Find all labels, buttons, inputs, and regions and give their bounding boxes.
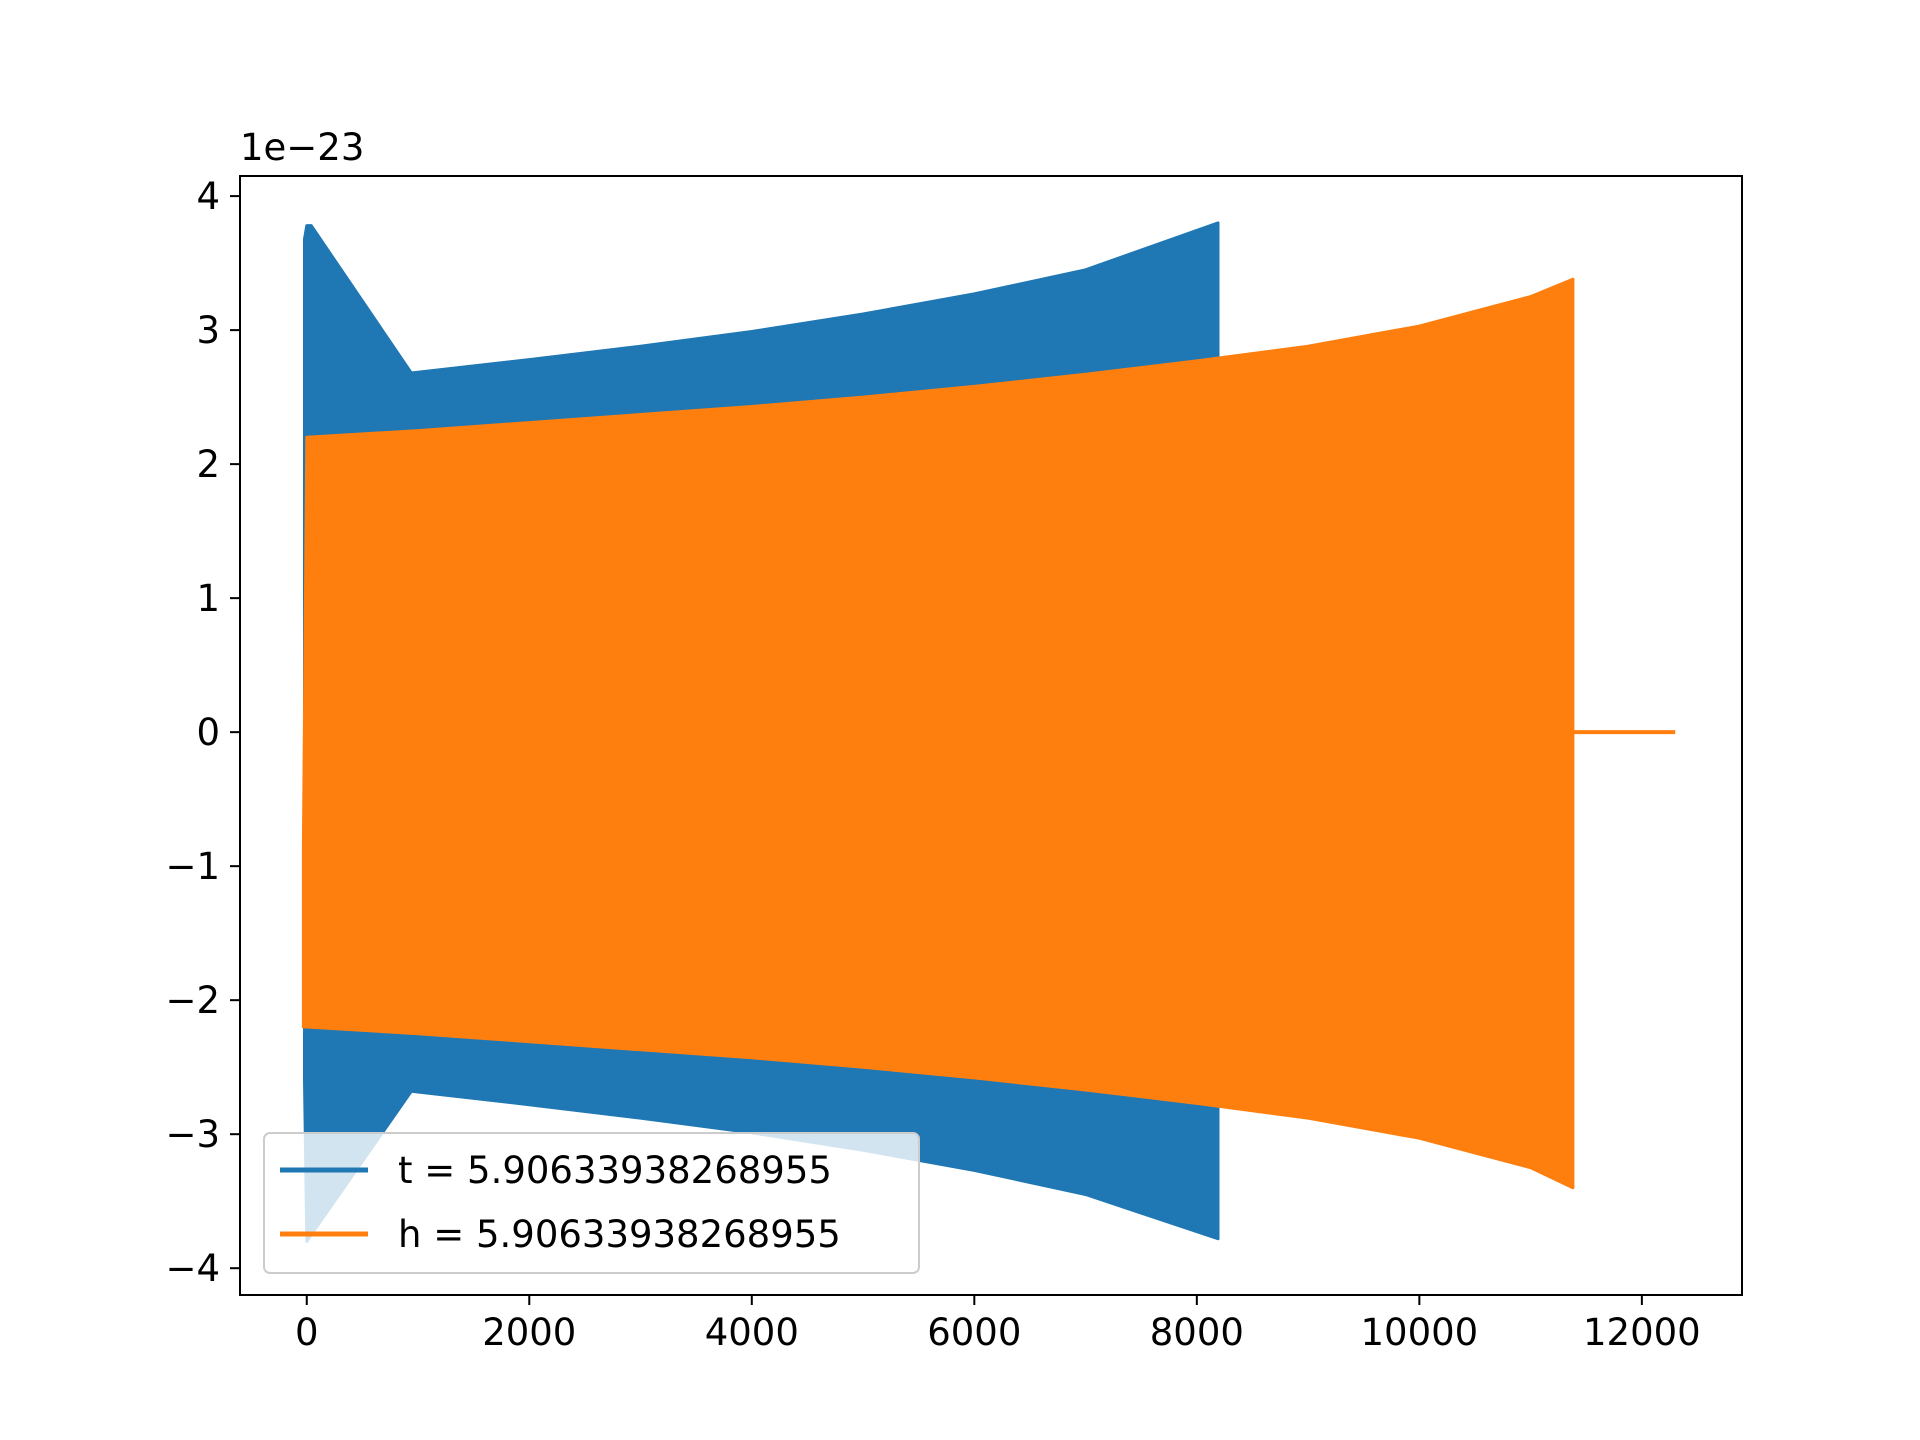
y-tick-label: −1 — [165, 845, 220, 888]
y-tick-label: −4 — [165, 1247, 220, 1290]
y-tick-label: 0 — [196, 711, 220, 754]
y-axis-multiplier: 1e−23 — [240, 126, 364, 169]
x-tick-label: 10000 — [1360, 1311, 1478, 1354]
y-axis: −4 −3 −2 −1 0 1 2 3 4 — [165, 175, 240, 1290]
x-tick-label: 6000 — [927, 1311, 1021, 1354]
legend-label-h: h = 5.90633938268955 — [398, 1213, 841, 1256]
y-tick-label: −3 — [165, 1113, 220, 1156]
x-tick-label: 0 — [295, 1311, 319, 1354]
x-axis: 0 2000 4000 6000 8000 10000 12000 — [295, 1295, 1701, 1354]
axes-frame — [239, 175, 1743, 1296]
legend: t = 5.90633938268955 h = 5.9063393826895… — [263, 1132, 920, 1274]
y-tick-label: 1 — [196, 577, 220, 620]
plot-area — [301, 221, 1676, 1243]
legend-box — [263, 1132, 920, 1274]
y-tick-label: 2 — [196, 443, 220, 486]
y-tick-label: −2 — [165, 979, 220, 1022]
x-tick-label: 4000 — [705, 1311, 799, 1354]
x-tick-label: 8000 — [1150, 1311, 1244, 1354]
legend-label-t: t = 5.90633938268955 — [398, 1149, 832, 1192]
x-tick-label: 2000 — [482, 1311, 576, 1354]
y-tick-label: 3 — [196, 309, 220, 352]
series-1-band — [301, 277, 1575, 1190]
x-tick-label: 12000 — [1583, 1311, 1701, 1354]
y-tick-label: 4 — [196, 175, 220, 218]
